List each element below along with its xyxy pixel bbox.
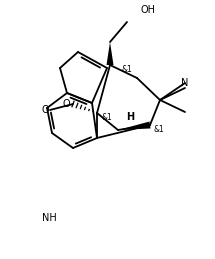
Polygon shape — [118, 121, 150, 130]
Text: &1: &1 — [101, 113, 112, 123]
Text: &1: &1 — [153, 126, 164, 134]
Polygon shape — [106, 42, 114, 65]
Text: N: N — [181, 78, 189, 88]
Text: H: H — [126, 112, 134, 122]
Text: O: O — [62, 99, 70, 109]
Text: OH: OH — [140, 5, 155, 15]
Text: O: O — [41, 105, 49, 115]
Text: &1: &1 — [122, 66, 133, 75]
Text: NH: NH — [42, 213, 57, 223]
